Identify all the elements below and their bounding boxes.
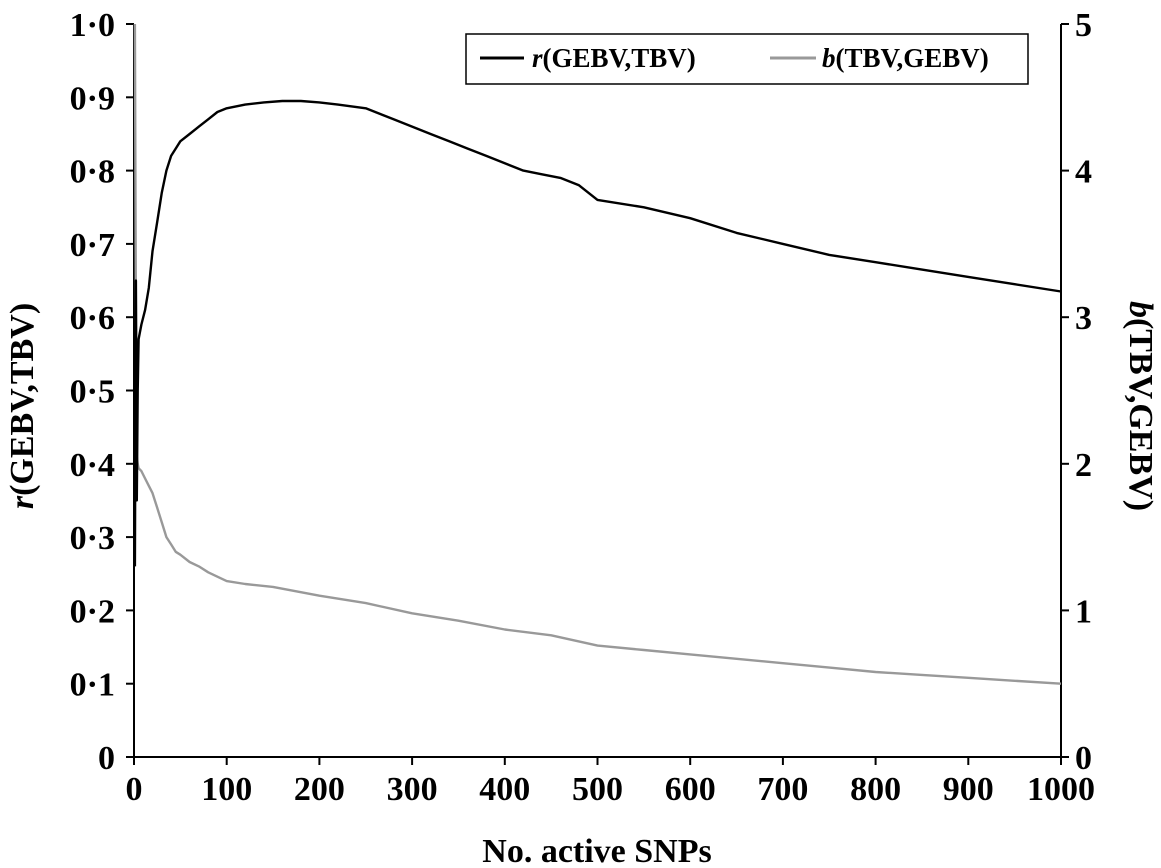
y-right-tick-label: 0 [1075, 740, 1092, 777]
y-left-tick-label: 0·1 [70, 667, 115, 704]
series-line-r-gebv-tbv [133, 99, 1062, 567]
x-tick-label: 200 [294, 771, 345, 808]
x-tick-label: 800 [850, 771, 901, 808]
y-left-tick-label: 0·3 [70, 520, 115, 557]
y-right-tick-label: 2 [1075, 447, 1092, 484]
y-axis-right-title: b(TBV,GEBV) [1122, 301, 1159, 511]
y-left-tick-label: 0·9 [70, 80, 115, 117]
x-tick-label: 100 [201, 771, 252, 808]
x-tick-label: 700 [757, 771, 808, 808]
x-axis-title: No. active SNPs [482, 833, 711, 868]
y-left-tick-label: 0·6 [70, 300, 115, 337]
y-right-tick-label: 5 [1075, 7, 1092, 44]
legend-box [465, 33, 1029, 85]
y-left-tick-label: 0 [98, 740, 115, 777]
x-tick-label: 600 [665, 771, 716, 808]
y-right-tick-label: 4 [1075, 154, 1092, 191]
y-left-tick-label: 0·4 [70, 447, 115, 484]
y-axis-left-title-rest: (GEBV,TBV) [4, 303, 41, 496]
x-tick-label: 300 [387, 771, 438, 808]
y-left-tick-label: 0·5 [70, 374, 115, 411]
y-right-tick-label: 3 [1075, 300, 1092, 337]
series-layer [133, 23, 1062, 685]
legend-label-b: b(TBV,GEBV) [822, 43, 989, 73]
axes-layer [126, 23, 1069, 765]
y-axis-right-title-rest: (TBV,GEBV) [1122, 318, 1159, 511]
y-axis-right-title-italic: b [1122, 301, 1159, 318]
x-tick-label: 400 [479, 771, 530, 808]
x-tick-label: 900 [943, 771, 994, 808]
tick-label-layer: 0 100 200 300 400 500 600 700 800 900 100000·10·20… [70, 7, 1095, 808]
y-left-tick-label: 1·0 [70, 7, 115, 44]
y-right-tick-label: 1 [1075, 593, 1092, 630]
series-line-b-tbv-gebv [133, 23, 1062, 685]
y-axis-left-title-italic: r [4, 495, 41, 509]
x-tick-label: 0 [126, 771, 143, 808]
x-tick-label: 1000 [1027, 771, 1095, 808]
y-axis-left-title: r(GEBV,TBV) [4, 303, 41, 509]
y-left-tick-label: 0·8 [70, 154, 115, 191]
y-left-tick-label: 0·7 [70, 227, 115, 264]
legend: r(GEBV,TBV) b(TBV,GEBV) [465, 33, 1029, 85]
legend-label-r: r(GEBV,TBV) [532, 43, 696, 73]
x-tick-label: 500 [572, 771, 623, 808]
y-left-tick-label: 0·2 [70, 593, 115, 630]
